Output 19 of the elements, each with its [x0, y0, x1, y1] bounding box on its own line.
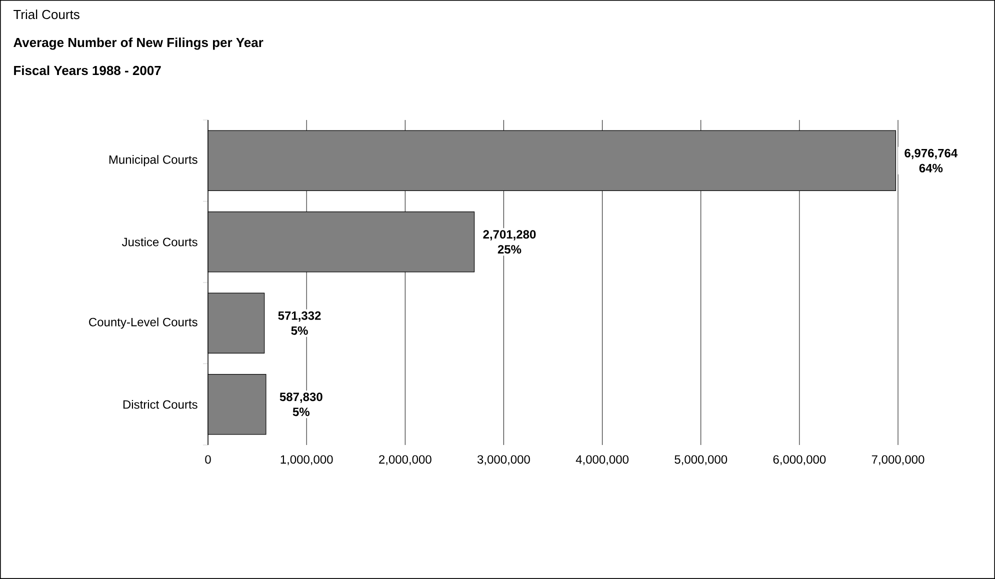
data-label: 587,830 5% [280, 392, 322, 416]
y-tick-label: Municipal Courts [109, 155, 198, 166]
x-tick-label: 6,000,000 [773, 455, 826, 466]
x-tick-label: 3,000,000 [477, 455, 530, 466]
x-tick-label: 5,000,000 [674, 455, 728, 466]
data-label: 2,701,280 25% [483, 230, 536, 254]
chart-title: Average Number of New Filings per Year [14, 38, 264, 50]
y-tick-label: District Courts [123, 400, 198, 409]
x-tick-label: 1,000,000 [280, 455, 333, 466]
x-tick-label: 7,000,000 [872, 455, 924, 466]
y-tick-label: County-Level Courts [89, 318, 198, 329]
text: Fiscal Years 1988 - 2007 [14, 66, 161, 76]
y-tick-label: Justice Courts [122, 237, 198, 246]
x-tick-label: 2,000,000 [379, 455, 432, 466]
x-tick-label: 0 [205, 455, 211, 464]
text: Trial Courts [14, 10, 80, 20]
x-tick-label: 4,000,000 [576, 455, 629, 466]
data-label: 571,332 5% [278, 311, 321, 335]
data-label: 6,976,764 64% [904, 148, 958, 172]
